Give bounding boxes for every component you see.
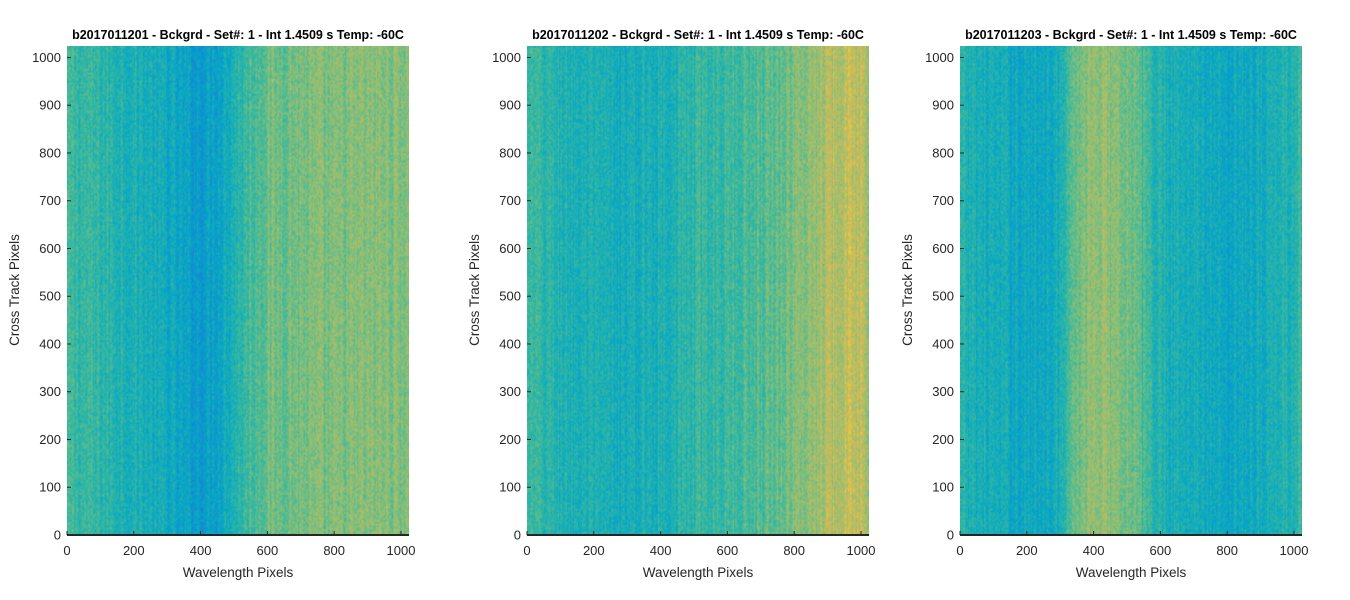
y-tick-label: 0	[54, 528, 61, 543]
panel-2-heatmap	[527, 46, 869, 535]
panel-3-y-ticks: 0 100 200 300 400 500 600 700 800 900 1000	[925, 50, 964, 543]
y-tick-label: 300	[39, 384, 61, 399]
x-tick-label: 600	[1150, 543, 1172, 558]
x-tick-label: 800	[783, 543, 805, 558]
y-tick-label: 700	[499, 193, 521, 208]
panel-2-y-ticks: 0 100 200 300 400 500 600 700 800 900 1000	[492, 50, 531, 543]
panel-2-x-ticks: 0 200 400 600 800 1000	[523, 531, 875, 558]
y-tick-label: 0	[514, 528, 521, 543]
x-tick-label: 1000	[1280, 543, 1309, 558]
x-tick-label: 600	[717, 543, 739, 558]
x-tick-label: 0	[956, 543, 963, 558]
x-tick-label: 200	[123, 543, 145, 558]
y-tick-label: 600	[932, 241, 954, 256]
panel-1-title: b2017011201 - Bckgrd - Set#: 1 - Int 1.4…	[72, 28, 404, 42]
x-tick-label: 0	[63, 543, 70, 558]
y-tick-label: 100	[39, 480, 61, 495]
y-tick-label: 600	[39, 241, 61, 256]
panel-3-x-ticks: 0 200 400 600 800 1000	[956, 531, 1308, 558]
x-tick-label: 0	[523, 543, 530, 558]
panel-3-y-axis-label: Cross Track Pixels	[900, 234, 915, 346]
y-tick-label: 400	[932, 336, 954, 351]
y-tick-label: 800	[932, 145, 954, 160]
y-tick-label: 700	[932, 193, 954, 208]
heatmap-panel-2: b2017011202 - Bckgrd - Set#: 1 - Int 1.4…	[467, 28, 875, 580]
y-tick-label: 600	[499, 241, 521, 256]
x-tick-label: 600	[257, 543, 279, 558]
panel-2-y-axis-label: Cross Track Pixels	[467, 234, 482, 346]
y-tick-label: 0	[947, 528, 954, 543]
y-tick-label: 300	[932, 384, 954, 399]
y-tick-label: 800	[499, 145, 521, 160]
panel-1-y-ticks: 0 100 200 300 400 500 600 700 800 900 1000	[32, 50, 71, 543]
panel-1-x-ticks: 0 200 400 600 800 1000	[63, 531, 415, 558]
x-tick-label: 400	[1083, 543, 1105, 558]
x-tick-label: 800	[1216, 543, 1238, 558]
y-tick-label: 200	[932, 432, 954, 447]
y-tick-label: 300	[499, 384, 521, 399]
y-tick-label: 700	[39, 193, 61, 208]
heatmap-panel-3: b2017011203 - Bckgrd - Set#: 1 - Int 1.4…	[900, 28, 1308, 580]
y-tick-label: 1000	[32, 50, 61, 65]
y-tick-label: 200	[499, 432, 521, 447]
x-tick-label: 200	[1016, 543, 1038, 558]
y-tick-label: 800	[39, 145, 61, 160]
x-tick-label: 1000	[847, 543, 876, 558]
y-tick-label: 900	[499, 98, 521, 113]
x-tick-label: 400	[190, 543, 212, 558]
y-tick-label: 900	[39, 98, 61, 113]
y-tick-label: 400	[39, 336, 61, 351]
x-tick-label: 1000	[387, 543, 416, 558]
panel-1-heatmap	[67, 46, 409, 535]
panel-1-x-axis-label: Wavelength Pixels	[183, 565, 294, 580]
panel-3-heatmap	[960, 46, 1302, 535]
panel-1-y-axis-label: Cross Track Pixels	[7, 234, 22, 346]
y-tick-label: 500	[932, 289, 954, 304]
heatmap-panel-1: b2017011201 - Bckgrd - Set#: 1 - Int 1.4…	[7, 28, 415, 580]
y-tick-label: 100	[499, 480, 521, 495]
y-tick-label: 500	[499, 289, 521, 304]
x-tick-label: 200	[583, 543, 605, 558]
y-tick-label: 900	[932, 98, 954, 113]
y-tick-label: 200	[39, 432, 61, 447]
x-tick-label: 800	[323, 543, 345, 558]
panel-2-title: b2017011202 - Bckgrd - Set#: 1 - Int 1.4…	[532, 28, 864, 42]
x-tick-label: 400	[650, 543, 672, 558]
panel-3-title: b2017011203 - Bckgrd - Set#: 1 - Int 1.4…	[965, 28, 1297, 42]
panel-3-x-axis-label: Wavelength Pixels	[1076, 565, 1187, 580]
y-tick-label: 1000	[492, 50, 521, 65]
y-tick-label: 100	[932, 480, 954, 495]
y-tick-label: 1000	[925, 50, 954, 65]
panel-2-x-axis-label: Wavelength Pixels	[643, 565, 754, 580]
y-tick-label: 500	[39, 289, 61, 304]
y-tick-label: 400	[499, 336, 521, 351]
